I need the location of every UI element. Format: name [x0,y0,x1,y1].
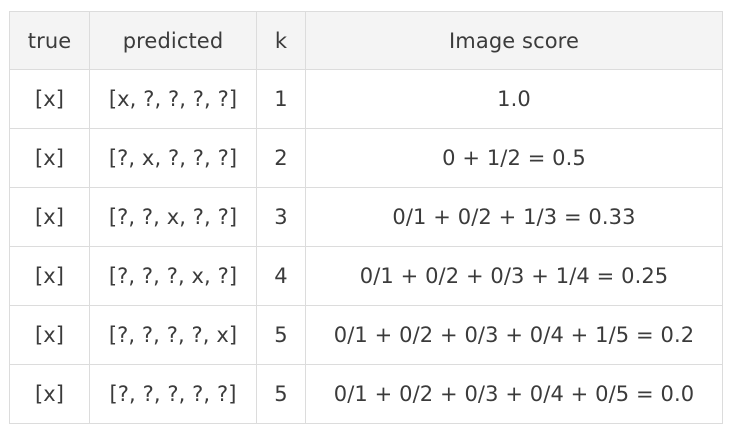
cell-predicted: [?, x, ?, ?, ?] [89,128,257,188]
cell-true: [x] [9,246,90,306]
cell-k: 2 [256,128,306,188]
cell-true: [x] [9,364,90,424]
cell-true: [x] [9,69,90,129]
cell-k: 5 [256,305,306,365]
header-k: k [256,11,306,70]
cell-image-score: 0/1 + 0/2 + 1/3 = 0.33 [305,187,723,247]
header-image-score: Image score [305,11,723,70]
cell-predicted: [?, ?, x, ?, ?] [89,187,257,247]
cell-image-score: 1.0 [305,69,723,129]
table-row: [x] [?, x, ?, ?, ?] 2 0 + 1/2 = 0.5 [9,128,723,188]
cell-k: 5 [256,364,306,424]
table-row: [x] [?, ?, x, ?, ?] 3 0/1 + 0/2 + 1/3 = … [9,187,723,247]
cell-predicted: [?, ?, ?, x, ?] [89,246,257,306]
score-table: true predicted k Image score [x] [x, ?, … [9,11,723,424]
cell-true: [x] [9,187,90,247]
table-row: [x] [x, ?, ?, ?, ?] 1 1.0 [9,69,723,129]
cell-k: 1 [256,69,306,129]
cell-image-score: 0/1 + 0/2 + 0/3 + 0/4 + 1/5 = 0.2 [305,305,723,365]
cell-image-score: 0 + 1/2 = 0.5 [305,128,723,188]
cell-true: [x] [9,128,90,188]
table-row: [x] [?, ?, ?, ?, ?] 5 0/1 + 0/2 + 0/3 + … [9,364,723,424]
cell-k: 3 [256,187,306,247]
header-predicted: predicted [89,11,257,70]
cell-image-score: 0/1 + 0/2 + 0/3 + 1/4 = 0.25 [305,246,723,306]
table-row: [x] [?, ?, ?, x, ?] 4 0/1 + 0/2 + 0/3 + … [9,246,723,306]
table-header: true predicted k Image score [9,11,723,70]
header-row: true predicted k Image score [9,11,723,70]
cell-predicted: [?, ?, ?, ?, x] [89,305,257,365]
cell-true: [x] [9,305,90,365]
header-true: true [9,11,90,70]
cell-k: 4 [256,246,306,306]
cell-image-score: 0/1 + 0/2 + 0/3 + 0/4 + 0/5 = 0.0 [305,364,723,424]
cell-predicted: [?, ?, ?, ?, ?] [89,364,257,424]
score-table-container: true predicted k Image score [x] [x, ?, … [9,11,723,424]
cell-predicted: [x, ?, ?, ?, ?] [89,69,257,129]
table-row: [x] [?, ?, ?, ?, x] 5 0/1 + 0/2 + 0/3 + … [9,305,723,365]
table-body: [x] [x, ?, ?, ?, ?] 1 1.0 [x] [?, x, ?, … [9,69,723,424]
